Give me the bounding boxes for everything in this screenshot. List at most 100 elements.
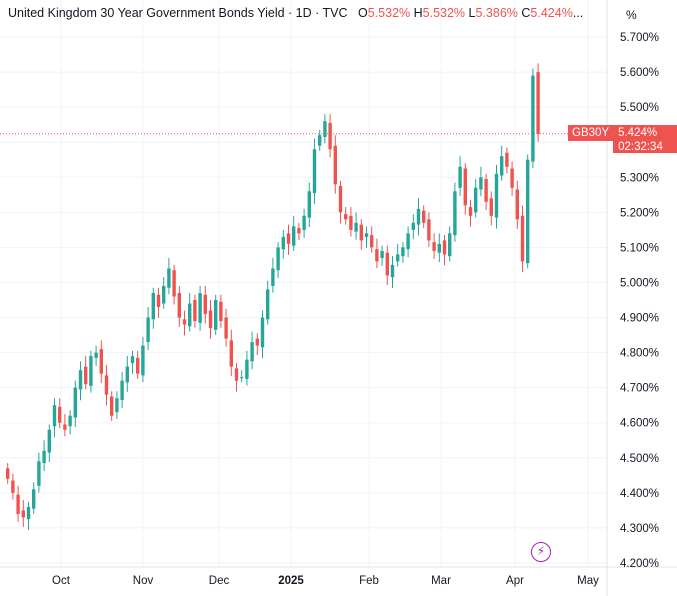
candle-up[interactable] <box>245 359 249 379</box>
candle-down[interactable] <box>442 240 447 255</box>
candle-down[interactable] <box>520 215 525 262</box>
candle-up[interactable] <box>146 317 150 343</box>
candle-down[interactable] <box>370 235 374 248</box>
candle-up[interactable] <box>390 264 395 278</box>
candle-down[interactable] <box>432 242 436 251</box>
candle-up[interactable] <box>37 461 41 486</box>
candle-up[interactable] <box>32 489 36 509</box>
candle-down[interactable] <box>359 224 363 241</box>
candle-down[interactable] <box>203 294 207 315</box>
candle-down[interactable] <box>99 349 103 374</box>
candle-up[interactable] <box>125 366 129 383</box>
candle-up[interactable] <box>151 292 155 320</box>
candle-up[interactable] <box>453 191 457 236</box>
candle-down[interactable] <box>156 294 161 308</box>
candle-down[interactable] <box>338 186 343 213</box>
candle-up[interactable] <box>411 222 415 230</box>
candle-down[interactable] <box>468 207 473 216</box>
price-axis-unit[interactable]: % <box>626 8 637 22</box>
candle-down[interactable] <box>375 249 379 262</box>
candle-down[interactable] <box>349 215 353 230</box>
candle-up[interactable] <box>526 159 530 264</box>
candle-up[interactable] <box>250 342 254 362</box>
price-axis[interactable]: 5.700%5.600%5.500%5.400%5.300%5.200%5.10… <box>620 32 659 570</box>
candle-up[interactable] <box>323 121 327 137</box>
candle-up[interactable] <box>240 377 244 379</box>
candle-up[interactable] <box>354 222 358 232</box>
candle-down[interactable] <box>208 310 213 329</box>
candle-down[interactable] <box>224 317 228 339</box>
candle-down[interactable] <box>515 189 519 220</box>
candle-down[interactable] <box>385 252 389 276</box>
candle-down[interactable] <box>182 319 187 325</box>
candle-up[interactable] <box>364 233 369 237</box>
candle-up[interactable] <box>78 370 83 390</box>
candle-down[interactable] <box>110 396 114 416</box>
candle-up[interactable] <box>302 215 306 230</box>
candle-up[interactable] <box>437 243 441 253</box>
candle-down[interactable] <box>328 122 332 150</box>
candle-up[interactable] <box>120 380 124 400</box>
candle-down[interactable] <box>11 480 15 493</box>
candle-up[interactable] <box>396 254 400 262</box>
candle-down[interactable] <box>229 340 233 367</box>
time-axis[interactable]: Oct Nov Dec 2025 Feb Mar Apr May <box>52 575 599 587</box>
candle-up[interactable] <box>94 352 98 358</box>
candle-down[interactable] <box>58 406 62 423</box>
candle-down[interactable] <box>427 219 431 241</box>
candle-down[interactable] <box>234 368 239 381</box>
candle-down[interactable] <box>21 510 25 518</box>
candle-up[interactable] <box>162 285 166 304</box>
candle-down[interactable] <box>84 366 88 385</box>
candle-up[interactable] <box>406 233 410 250</box>
candle-up[interactable] <box>47 429 51 453</box>
candle-up[interactable] <box>52 405 57 427</box>
candle-down[interactable] <box>136 357 140 374</box>
candle-up[interactable] <box>141 345 145 376</box>
candle-up[interactable] <box>401 247 405 257</box>
candle-down[interactable] <box>6 468 10 479</box>
candle-down[interactable] <box>193 300 197 322</box>
candle-up[interactable] <box>214 300 218 330</box>
candle-down[interactable] <box>536 72 540 134</box>
candle-down[interactable] <box>344 214 348 220</box>
candle-up[interactable] <box>458 166 462 188</box>
candle-up[interactable] <box>68 415 72 427</box>
candle-up[interactable] <box>130 356 135 364</box>
candle-up[interactable] <box>307 191 311 218</box>
candle-up[interactable] <box>188 303 192 327</box>
candle-up[interactable] <box>531 75 535 162</box>
candle-up[interactable] <box>500 156 504 176</box>
candle-down[interactable] <box>16 494 20 514</box>
candle-down[interactable] <box>505 152 509 167</box>
candle-up[interactable] <box>318 135 322 146</box>
candle-up[interactable] <box>167 268 171 288</box>
candle-up[interactable] <box>479 177 483 190</box>
candle-up[interactable] <box>281 236 285 250</box>
candle-down[interactable] <box>489 198 493 216</box>
candle-down[interactable] <box>255 338 259 346</box>
candle-up[interactable] <box>292 226 296 246</box>
candlestick-series[interactable] <box>6 63 540 531</box>
lightning-icon[interactable]: ⚡ <box>531 542 551 562</box>
candle-up[interactable] <box>115 398 119 413</box>
candle-up[interactable] <box>266 289 270 320</box>
candle-down[interactable] <box>333 145 337 185</box>
candle-down[interactable] <box>219 301 223 322</box>
candle-down[interactable] <box>172 270 176 297</box>
candle-down[interactable] <box>104 375 109 395</box>
candle-down[interactable] <box>177 292 181 318</box>
candle-up[interactable] <box>494 173 499 218</box>
candle-up[interactable] <box>73 387 77 418</box>
candle-down[interactable] <box>463 168 467 206</box>
candle-up[interactable] <box>26 506 31 520</box>
candle-down[interactable] <box>286 233 291 244</box>
candle-up[interactable] <box>474 187 478 213</box>
candle-up[interactable] <box>276 247 280 271</box>
candle-down[interactable] <box>422 210 426 223</box>
candle-down[interactable] <box>297 228 301 234</box>
candle-up[interactable] <box>42 450 46 464</box>
candle-up[interactable] <box>260 317 265 348</box>
candle-up[interactable] <box>448 233 452 257</box>
